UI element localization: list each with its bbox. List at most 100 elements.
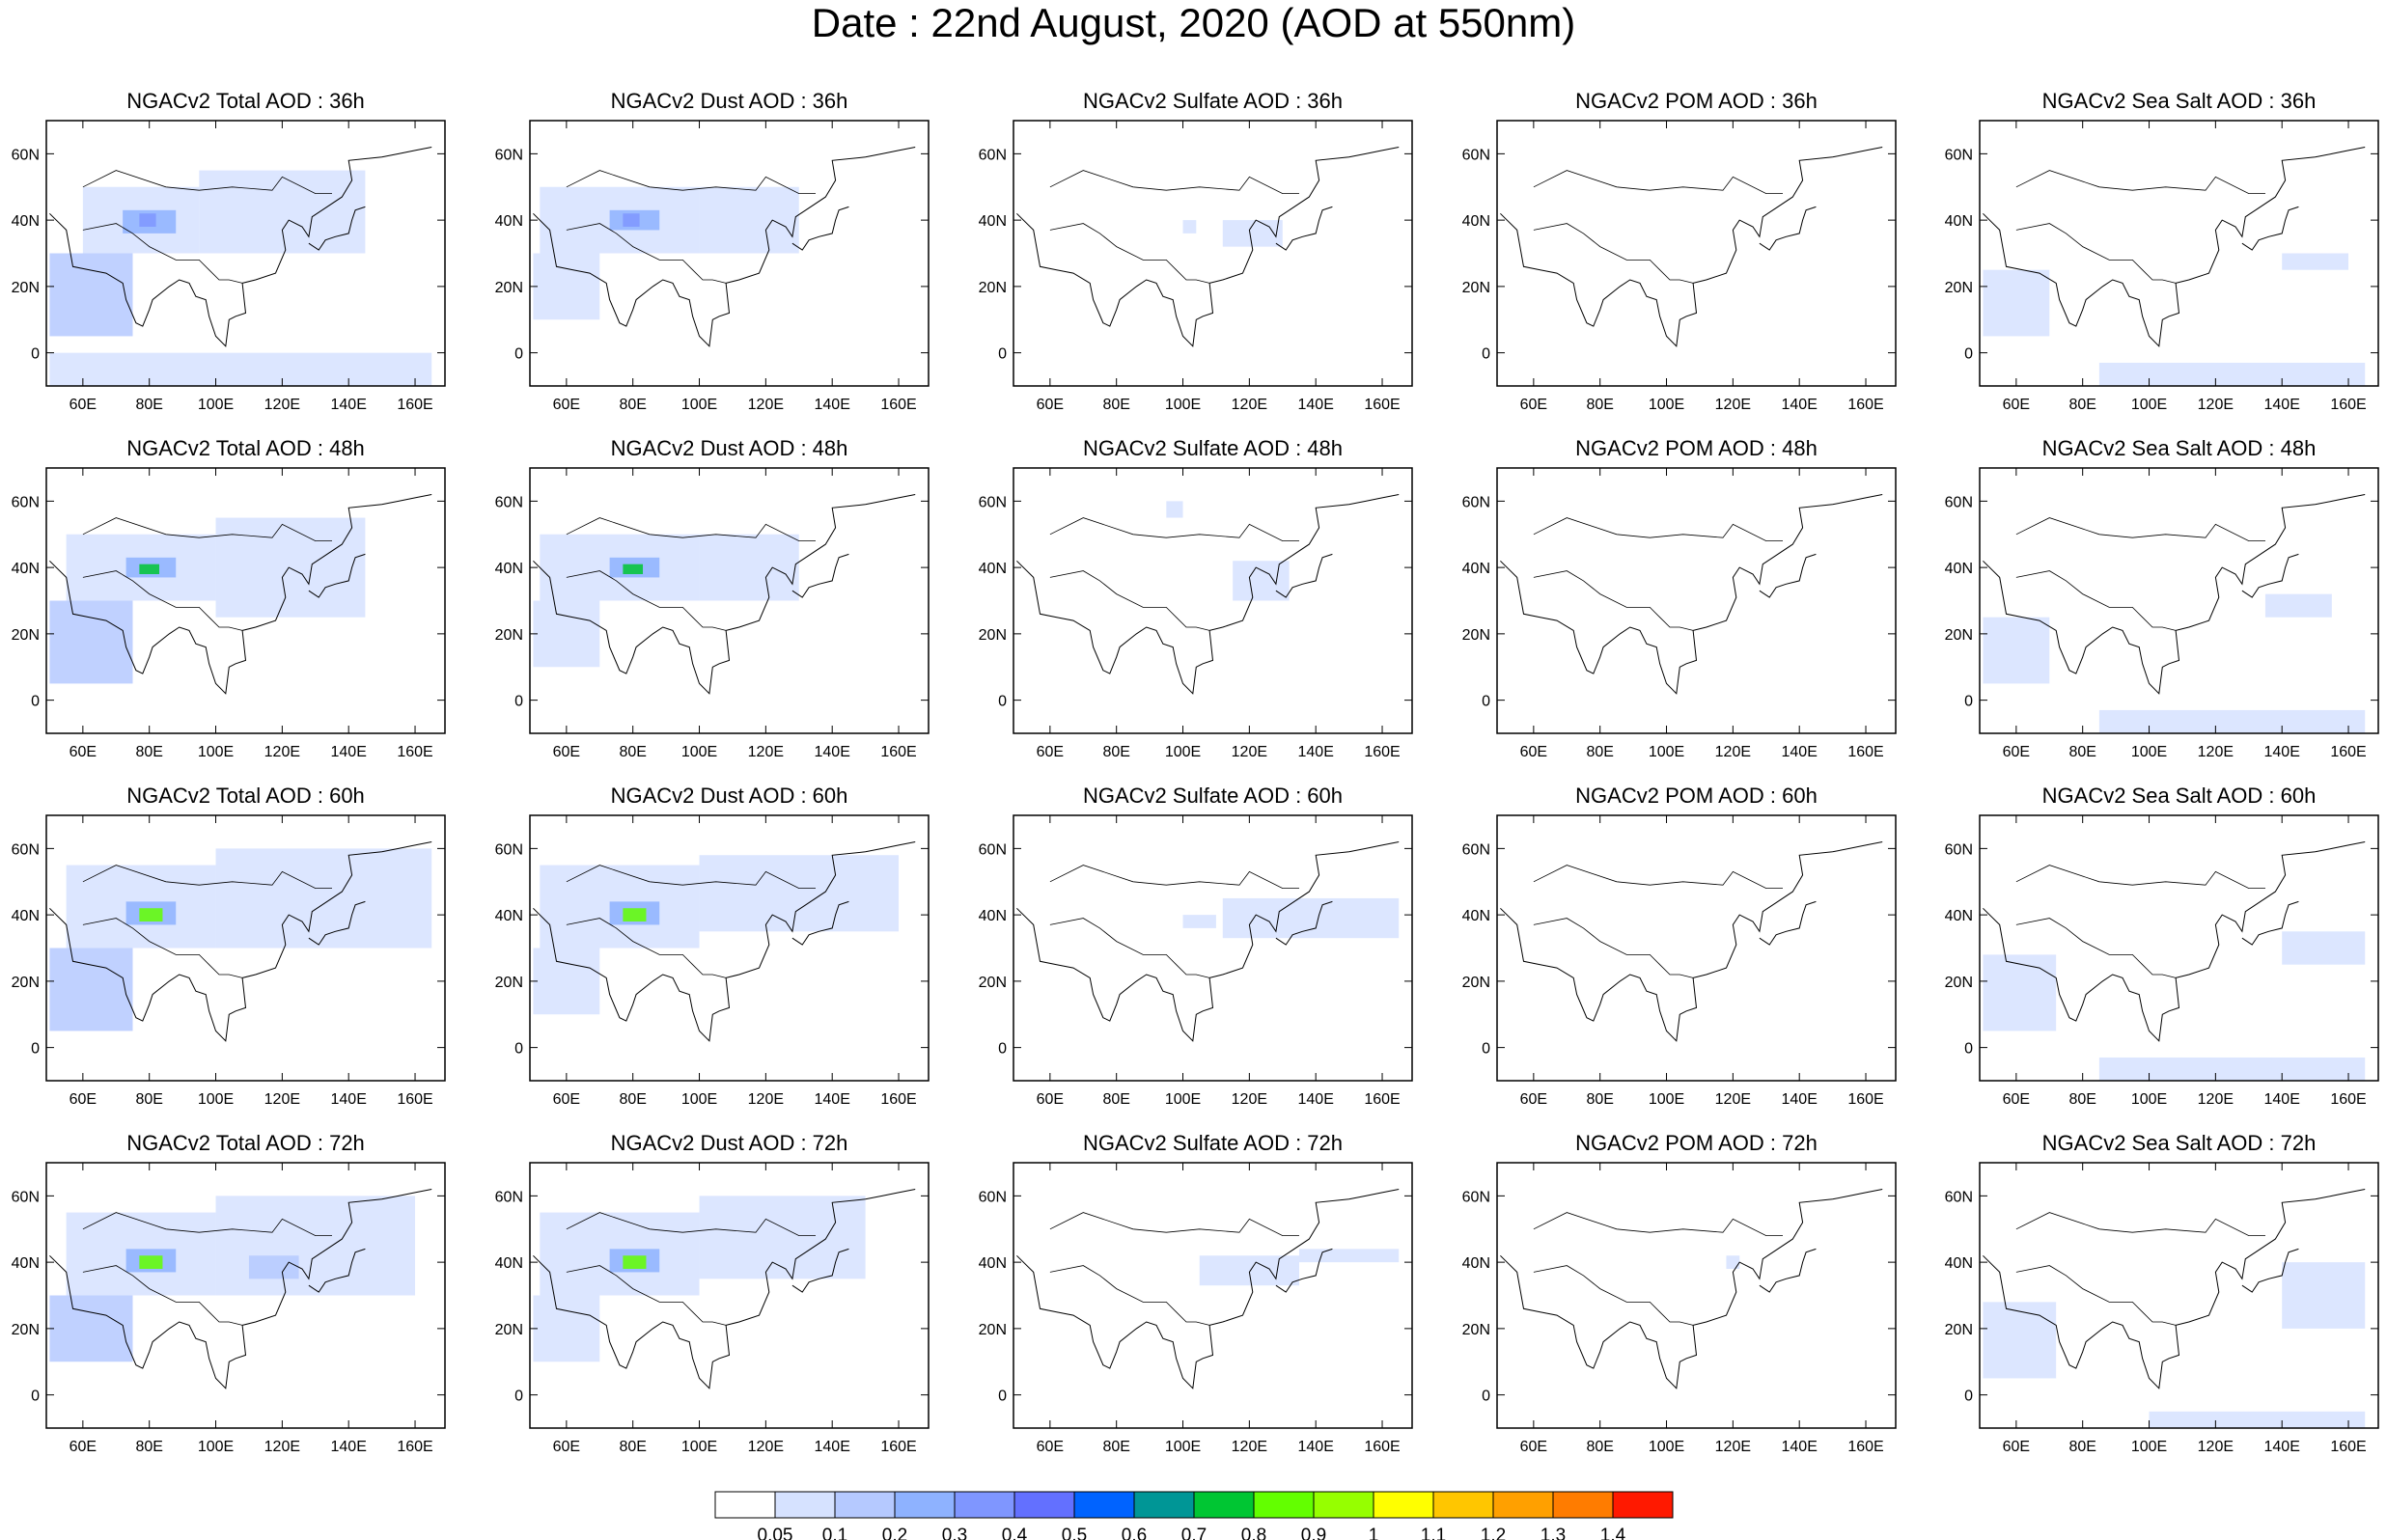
x-tick-label: 60E [69,397,97,413]
x-tick-label: 100E [1649,397,1684,413]
y-tick-label: 60N [495,494,523,510]
map-panel: NGACv2 Total AOD : 48h 60E 80E 100E 120E 140E… [12,436,446,760]
panel-title: NGACv2 Sulfate AOD : 48h [1083,436,1343,460]
map-panel: NGACv2 Total AOD : 60h 60E 80E 100E 120E 140E… [12,784,446,1108]
map-frame [1979,814,2379,1082]
colorbar-label: 0.3 [942,1526,967,1540]
y-tick-label: 20N [12,975,40,991]
y-tick-label: 60N [979,494,1007,510]
map-panel: NGACv2 POM AOD : 36h 60E 80E 100E 120E 140E 16… [1462,89,1897,413]
coastline [1759,553,1817,598]
x-tick-label: 100E [681,744,717,760]
aod-shading [139,564,160,574]
aod-shading [49,253,133,337]
aod-shading [1726,1255,1740,1269]
x-tick-label: 120E [264,397,300,413]
x-tick-label: 60E [2003,1439,2030,1455]
x-tick-label: 100E [2131,1091,2167,1108]
panel-title: NGACv2 Dust AOD : 48h [611,436,848,460]
x-tick-label: 100E [681,1439,717,1455]
map-background [1497,468,1896,733]
panel-title: NGACv2 Total AOD : 36h [126,89,365,113]
country-border [82,170,332,194]
y-tick-label: 20N [495,1322,523,1338]
x-tick-label: 60E [1037,744,1064,760]
colorbar-box [834,1491,896,1519]
y-tick-label: 0 [998,1389,1007,1405]
x-tick-label: 120E [1232,1439,1267,1455]
y-tick-label: 0 [1482,1389,1490,1405]
coastline [1983,147,2366,347]
coastline [2241,1248,2299,1293]
map-frame [1496,1162,1897,1429]
aod-shading [139,213,156,227]
y-tick-label: 40N [1462,908,1490,924]
x-tick-label: 100E [198,1091,234,1108]
map-panel: NGACv2 Sulfate AOD : 72h 60E 80E 100E 120E 14… [979,1131,1413,1455]
country-border [1533,223,1694,284]
coastline [1016,841,1400,1042]
y-tick-label: 20N [979,280,1007,296]
aod-shading [2098,1057,2366,1081]
y-tick-label: 60N [1945,147,1973,163]
x-tick-label: 160E [2330,744,2366,760]
y-tick-label: 20N [495,627,523,644]
x-tick-label: 100E [681,397,717,413]
y-tick-label: 0 [31,694,40,710]
aod-shading [623,1255,647,1269]
x-tick-label: 140E [815,1439,850,1455]
colorbar-box [894,1491,956,1519]
country-border [566,570,727,631]
x-tick-label: 160E [2330,1091,2366,1108]
x-tick-label: 100E [1165,744,1201,760]
country-border [1533,170,1783,194]
x-tick-label: 100E [1649,1439,1684,1455]
x-tick-label: 60E [2003,744,2030,760]
y-tick-label: 40N [1462,561,1490,577]
x-tick-label: 140E [1782,1439,1818,1455]
x-tick-label: 100E [2131,744,2167,760]
map-frame [1979,1162,2379,1429]
map-panel: NGACv2 Dust AOD : 48h 60E 80E 100E 120E 140E 1… [495,436,930,760]
x-tick-label: 80E [619,1439,646,1455]
coastline [1500,494,1883,695]
coastline [49,147,432,347]
y-tick-label: 20N [1462,1322,1490,1338]
x-tick-label: 140E [815,1091,850,1108]
country-border [1533,1212,1783,1236]
country-border [82,570,243,631]
x-tick-label: 100E [1649,1091,1684,1108]
x-tick-label: 160E [1364,397,1400,413]
coastline [1275,553,1333,598]
aod-shading [1233,561,1290,601]
aod-shading [1298,1249,1400,1263]
y-tick-label: 0 [514,1041,523,1058]
x-tick-label: 80E [2068,1091,2096,1108]
x-tick-label: 60E [69,1439,97,1455]
coastline [1983,841,2366,1042]
colorbar-box [1253,1491,1315,1519]
colorbar-box [1432,1491,1494,1519]
y-tick-label: 40N [1945,1255,1973,1272]
map-frame [1496,814,1897,1082]
aod-shading [1199,1255,1299,1286]
aod-shading [49,948,133,1031]
y-tick-label: 40N [495,1255,523,1272]
x-tick-label: 160E [880,397,916,413]
aod-shading [1182,915,1216,928]
x-tick-label: 60E [553,744,580,760]
x-tick-label: 120E [1715,397,1751,413]
x-tick-label: 160E [1364,1439,1400,1455]
x-tick-label: 140E [2264,1439,2300,1455]
x-tick-label: 140E [1298,1091,1334,1108]
coastline [49,1189,432,1389]
country-border [566,865,816,889]
coastline [1275,1248,1333,1293]
coastline [308,900,366,946]
map-panel: NGACv2 POM AOD : 72h 60E 80E 100E 120E 140E 16… [1462,1131,1897,1455]
x-tick-label: 60E [1520,744,1547,760]
colorbar-label: 0.6 [1122,1526,1147,1540]
y-tick-label: 0 [998,694,1007,710]
x-tick-label: 80E [1102,744,1129,760]
coastline [1275,900,1333,946]
